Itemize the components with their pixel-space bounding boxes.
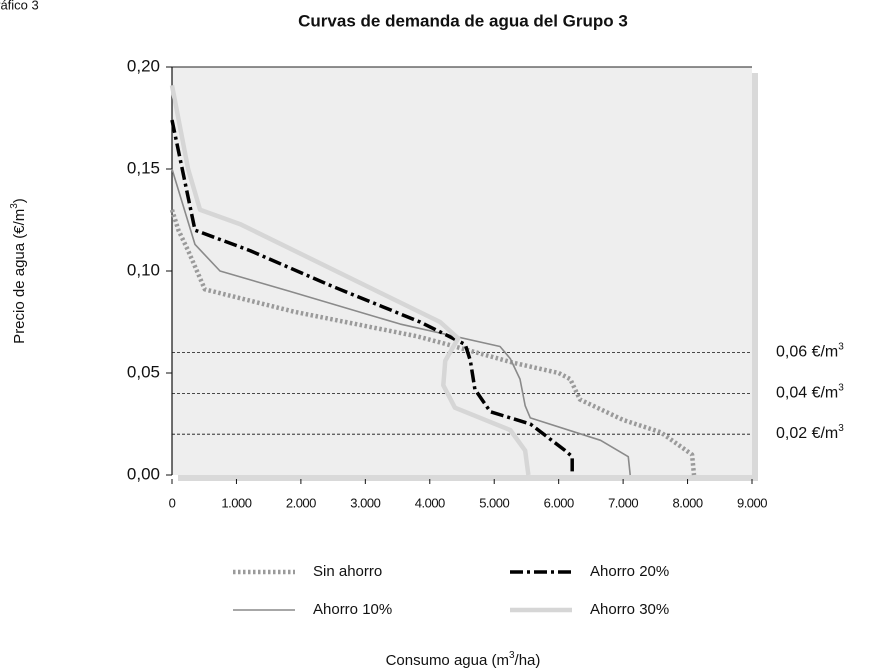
x-tick-label: 3.000 — [350, 495, 380, 510]
x-label-part: /ha) — [515, 652, 541, 669]
y-axis-label: Precio de agua (€/m3) — [9, 198, 28, 344]
legend-label: Sin ahorro — [313, 563, 382, 580]
x-tick-label: 7.000 — [608, 495, 638, 510]
x-tick-label: 5.000 — [479, 495, 509, 510]
x-tick-label: 6.000 — [544, 495, 574, 510]
legend-label: Ahorro 20% — [590, 563, 669, 580]
reference-label-sup: 3 — [838, 341, 844, 352]
corner-label: Gráfico 3 — [0, 0, 39, 12]
plot-area — [172, 67, 752, 475]
plot: 0,00 0,05 0,10 0,15 0,20 0 1.000 2.000 3.000 4.00… — [127, 56, 844, 617]
reference-label: 0,06 €/m3 — [776, 341, 844, 361]
reference-label-text: 0,06 €/m — [776, 344, 838, 361]
chart-title: Curvas de demanda de agua del Grupo 3 — [298, 11, 628, 30]
reference-label-text: 0,04 €/m — [776, 385, 838, 402]
x-tick-label: 9.000 — [737, 495, 767, 510]
y-tick-label: 0,10 — [127, 260, 160, 279]
x-tick-label: 4.000 — [415, 495, 445, 510]
x-tick-label: 1.000 — [221, 495, 251, 510]
reference-label: 0,04 €/m3 — [776, 382, 844, 402]
reference-label-sup: 3 — [838, 382, 844, 393]
reference-label-sup: 3 — [838, 423, 844, 434]
y-tick-label: 0,05 — [127, 362, 160, 381]
x-tick-label: 2.000 — [286, 495, 316, 510]
series-line — [171, 168, 631, 476]
y-label-part: Precio de agua (€/m — [11, 209, 28, 344]
reference-label: 0,02 €/m3 — [776, 423, 844, 443]
x-label-sup: 3 — [509, 650, 515, 661]
reference-label-text: 0,02 €/m — [776, 425, 838, 442]
x-tick-label: 8.000 — [673, 495, 703, 510]
x-tick-label: 0 — [169, 495, 176, 510]
y-tick-label: 0,00 — [127, 464, 160, 483]
y-tick-label: 0,20 — [127, 56, 160, 75]
series-line — [170, 119, 574, 475]
y-tick-label: 0,15 — [127, 158, 160, 177]
x-label-part: Consumo agua (m — [386, 652, 509, 669]
x-axis-label: Consumo agua (m3/ha) — [386, 650, 541, 669]
y-label-sup: 3 — [9, 203, 20, 209]
legend-label: Ahorro 30% — [590, 601, 669, 618]
series-line — [169, 84, 531, 476]
legend-label: Ahorro 10% — [313, 601, 392, 618]
y-label-part: ) — [11, 198, 28, 203]
